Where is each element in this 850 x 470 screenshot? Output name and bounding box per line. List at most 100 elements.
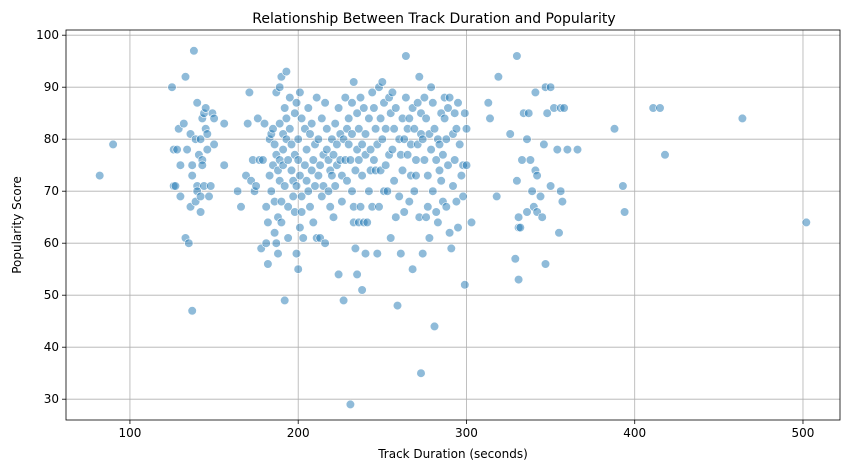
data-point [233,186,243,196]
data-point [409,124,419,134]
data-point [219,118,229,129]
data-point [510,254,520,264]
data-point [192,98,202,108]
data-point [209,113,219,123]
data-point [399,207,409,217]
data-point [261,202,271,212]
data-point [263,259,273,269]
x-tick-label: 100 [118,426,141,440]
y-tick-label: 30 [44,392,59,406]
data-point [404,197,414,207]
data-point [303,103,313,113]
data-point [271,238,281,248]
data-point [297,113,307,123]
data-point [355,92,366,103]
data-point [364,186,374,196]
data-point [209,139,219,149]
data-point [320,238,330,248]
data-point [270,228,280,238]
data-point [313,134,324,144]
data-point [618,181,628,191]
data-point [302,145,312,155]
data-point [376,113,386,123]
data-point [461,160,472,170]
data-point [387,145,398,155]
data-point [280,181,290,191]
data-point [354,124,364,134]
data-point [184,238,194,248]
data-point [332,139,342,149]
data-point [401,92,411,103]
data-point [537,212,547,222]
data-point [322,124,332,134]
chart-title: Relationship Between Track Duration and … [252,11,615,27]
data-point [283,155,293,165]
x-tick-label: 500 [792,426,815,440]
data-point [364,113,374,123]
data-point [345,155,356,165]
data-point [182,145,192,155]
data-point [446,243,456,253]
data-point [197,160,207,170]
data-point [513,275,524,285]
data-point [451,124,462,134]
data-point [323,186,334,196]
data-point [372,249,382,259]
data-point [609,124,620,134]
data-point [355,202,366,212]
data-point [307,165,317,175]
x-axis-label: Track Duration (seconds) [377,447,528,461]
data-point [334,269,344,280]
data-point [377,77,387,87]
data-point [382,186,393,196]
data-point [281,66,292,77]
data-point [434,165,445,175]
data-point [291,98,302,108]
data-point [515,223,525,233]
data-point [428,98,438,108]
data-point [206,181,216,191]
y-tick-label: 70 [44,184,59,198]
data-point [313,171,324,181]
data-point [399,134,409,144]
data-point [273,249,283,259]
data-point [317,191,327,201]
data-point [414,72,424,82]
data-point [95,171,105,181]
data-point [524,108,534,118]
data-point [557,197,568,207]
data-point [512,176,522,186]
grid-lines [66,30,840,420]
data-point [263,217,273,227]
data-point [387,87,398,97]
data-point [404,113,414,123]
data-point [328,212,339,222]
data-point [460,108,470,118]
x-tick-label: 400 [623,426,646,440]
data-point [416,368,426,378]
data-point [359,103,369,113]
data-point [403,150,413,160]
data-point [530,87,541,97]
data-point [418,134,428,144]
data-point [276,217,287,227]
data-point [458,191,468,201]
data-point [660,150,670,160]
data-point [357,285,367,295]
data-point [525,155,536,165]
data-point [340,92,350,103]
data-point [440,113,450,123]
data-point [349,77,359,87]
data-point [350,243,361,253]
data-point [394,191,404,201]
data-point [347,186,357,196]
data-point [325,202,335,212]
data-point [251,181,261,191]
data-point [522,134,532,144]
data-point [392,301,403,311]
y-tick-label: 60 [44,236,59,250]
data-point [352,108,362,118]
y-tick-label: 50 [44,288,59,302]
data-point [187,160,197,170]
